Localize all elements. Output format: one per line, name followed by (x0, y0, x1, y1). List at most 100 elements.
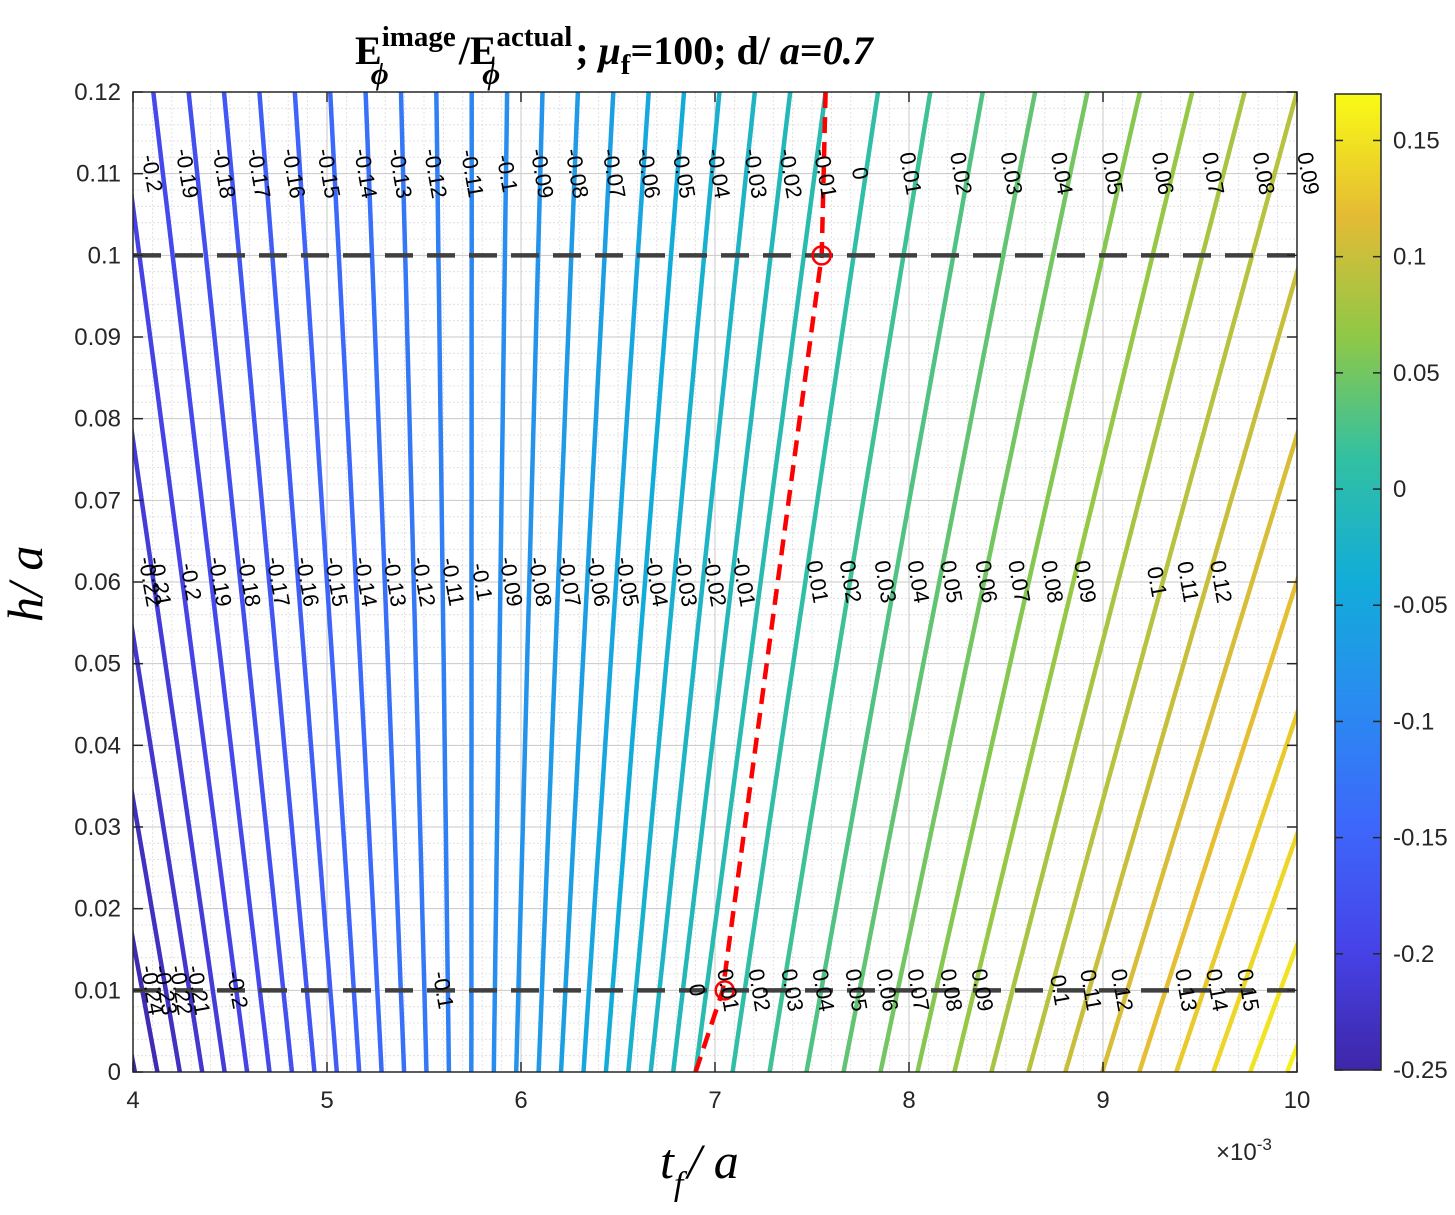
colorbar-tick-label: 0.05 (1393, 360, 1440, 387)
colorbar-tick-label: 0 (1393, 476, 1406, 503)
contour-label-text: 0 (847, 165, 874, 181)
y-tick-label: 0.1 (88, 242, 121, 269)
contour-label-text: 0.1 (1045, 973, 1075, 1007)
title-slash: / (458, 28, 471, 73)
contour-label: -0.1 (492, 153, 523, 195)
title-mu-sub: f (621, 49, 631, 81)
contour-line (491, 92, 510, 1072)
y-tick-label: 0.06 (74, 569, 121, 596)
x-tick-label: 9 (1096, 1087, 1109, 1114)
contour-label-text: -0.17 (242, 147, 275, 201)
title-sep1: ; (575, 28, 598, 73)
colorbar (1334, 93, 1382, 1071)
title-sub2: ϕ (482, 56, 500, 91)
x-axis-label: tf/ a (660, 1133, 739, 1203)
contour-label-text: 0 (684, 982, 711, 998)
colorbar-tick-label: -0.05 (1393, 592, 1448, 619)
contour-line (841, 92, 1038, 1072)
contour-label-text: -0.19 (203, 555, 236, 609)
contour-label-text: -0.18 (232, 555, 265, 609)
contour-line (878, 92, 1090, 1072)
contour-label-text: -0.01 (727, 555, 760, 609)
contour-label-text: -0.2 (175, 561, 206, 603)
contour-line (1100, 427, 1297, 1072)
y-ticks: 0 0.01 0.02 0.03 0.04 0.05 0.06 0.07 0.08 0.09 0.1… (74, 79, 1297, 1086)
contour-label-text: -0.13 (384, 147, 417, 201)
contour-label: -0.14 (349, 147, 382, 201)
contour-label-text: -0.19 (170, 147, 203, 201)
contour-label: 0 (847, 165, 874, 181)
x-axis-label-t: t (660, 1133, 675, 1189)
y-tick-label: 0.04 (74, 732, 121, 759)
title-sub1: ϕ (371, 56, 389, 91)
contour-line (186, 92, 295, 1072)
contour-label: -0.18 (207, 147, 240, 201)
y-tick-label: 0.05 (74, 651, 121, 678)
contour-label: -0.15 (320, 555, 353, 609)
contour-label-text: -0.05 (667, 147, 700, 201)
contour-label: 0.11 (1172, 559, 1204, 604)
contour-label: -0.16 (291, 555, 324, 609)
contour-lines (133, 92, 1297, 1072)
contour-line (1211, 827, 1297, 1072)
colorbar-tick-label: -0.25 (1393, 1057, 1448, 1084)
contour-label: -0.08 (560, 147, 593, 201)
contour-label: 0.1 (1142, 564, 1172, 598)
x-tick-label: 6 (514, 1087, 527, 1114)
contour-label: -0.19 (170, 147, 203, 201)
y-axis-label-h: h (0, 597, 53, 622)
title-mu: μ (597, 28, 621, 73)
x-tick-label: 4 (126, 1087, 139, 1114)
title-sup2: actual (497, 21, 573, 53)
title-mu-val: =100; d/ (630, 28, 779, 73)
contour-label: -0.16 (277, 147, 310, 201)
contour-label: -0.17 (242, 147, 275, 201)
contour-label: -0.09 (525, 147, 558, 201)
colorbar-tick-label: 0.1 (1393, 244, 1426, 271)
title-dval: 0.7 (823, 28, 875, 73)
x-tick-label: 8 (902, 1087, 915, 1114)
contour-label: -0.05 (667, 147, 700, 201)
x-ticks: 4 5 6 7 8 9 10 (126, 92, 1310, 1114)
y-tick-label: 0.03 (74, 814, 121, 841)
contour-label-text: -0.09 (525, 147, 558, 201)
x-exponent-base: ×10 (1216, 1139, 1257, 1166)
y-tick-label: 0.11 (76, 161, 121, 188)
x-axis-label-sub: f (674, 1166, 688, 1203)
contour-line (363, 92, 407, 1072)
contour-line (133, 620, 205, 1072)
contour-label: -0.07 (597, 147, 630, 201)
contour-label-text: -0.2 (222, 969, 253, 1011)
contour-label-text: -0.11 (456, 147, 489, 199)
chart-title: Eimage ϕ/Eactual ϕ; μf=100; d/ a=0.7 (355, 21, 875, 91)
contour-label-text: -0.14 (349, 555, 382, 609)
marker-circle (714, 980, 735, 1001)
contour-label-text: -0.17 (262, 555, 295, 609)
contour-line (693, 92, 828, 1072)
contour-label-text: -0.16 (277, 147, 310, 201)
contour-line (1174, 706, 1297, 1072)
contour-label-text: -0.15 (312, 147, 345, 201)
x-tick-label: 5 (320, 1087, 333, 1114)
contour-label: -0.04 (702, 147, 735, 201)
contour-label: -0.01 (727, 555, 760, 609)
title-sup1: image (382, 21, 456, 53)
y-tick-label: 0.12 (74, 79, 121, 106)
contour-label-text: -0.18 (207, 147, 240, 201)
x-tick-label: 7 (708, 1087, 721, 1114)
contour-line (133, 424, 227, 1072)
contour-label: -0.2 (175, 561, 206, 603)
contour-label-text: -0.07 (597, 147, 630, 201)
marker-circle (811, 245, 832, 266)
title-e1: E (355, 28, 382, 73)
contour-label: -0.11 (456, 147, 489, 199)
zero-contour-line (693, 92, 828, 1072)
x-exponent-label: ×10-3 (1216, 1135, 1272, 1166)
y-tick-label: 0.02 (74, 896, 121, 923)
contour-label: -0.18 (232, 555, 265, 609)
contour-label: -0.17 (262, 555, 295, 609)
title-eq: = (800, 28, 823, 73)
contour-label: -0.13 (384, 147, 417, 201)
x-exponent-power: -3 (1257, 1135, 1272, 1154)
contour-line (151, 92, 272, 1072)
